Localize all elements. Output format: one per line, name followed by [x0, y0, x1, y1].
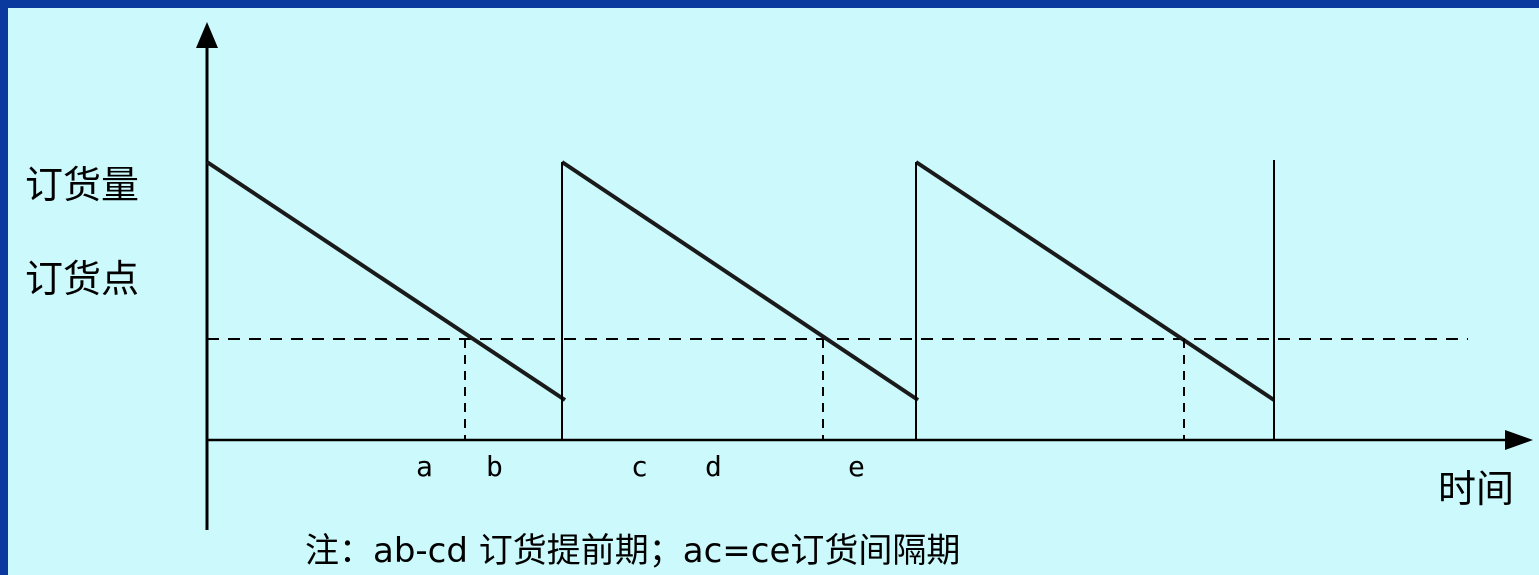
- inventory-decline-1: [205, 160, 567, 402]
- point-label-d: d: [705, 450, 722, 483]
- point-label-c: c: [631, 450, 648, 483]
- footnote: 注：ab-cd 订货提前期；ac=ce订货间隔期: [305, 531, 960, 571]
- order-quantity-label: 订货量: [25, 163, 139, 207]
- inventory-decline-2: [560, 160, 920, 402]
- x-axis-arrow: [1505, 430, 1533, 450]
- inventory-decline-3: [914, 160, 1276, 402]
- diagram-frame: 订货量 订货点 时间 a b c d e 注：ab-cd 订货提前期；ac=ce…: [8, 8, 1539, 575]
- point-label-e: e: [848, 450, 865, 483]
- point-label-b: b: [486, 450, 503, 483]
- time-axis-label: 时间: [1438, 467, 1514, 511]
- point-label-a: a: [416, 450, 433, 483]
- reorder-point-label: 订货点: [25, 257, 139, 301]
- y-axis-arrow: [196, 22, 218, 48]
- inventory-sawtooth-diagram: 订货量 订货点 时间 a b c d e 注：ab-cd 订货提前期；ac=ce…: [25, 22, 1533, 571]
